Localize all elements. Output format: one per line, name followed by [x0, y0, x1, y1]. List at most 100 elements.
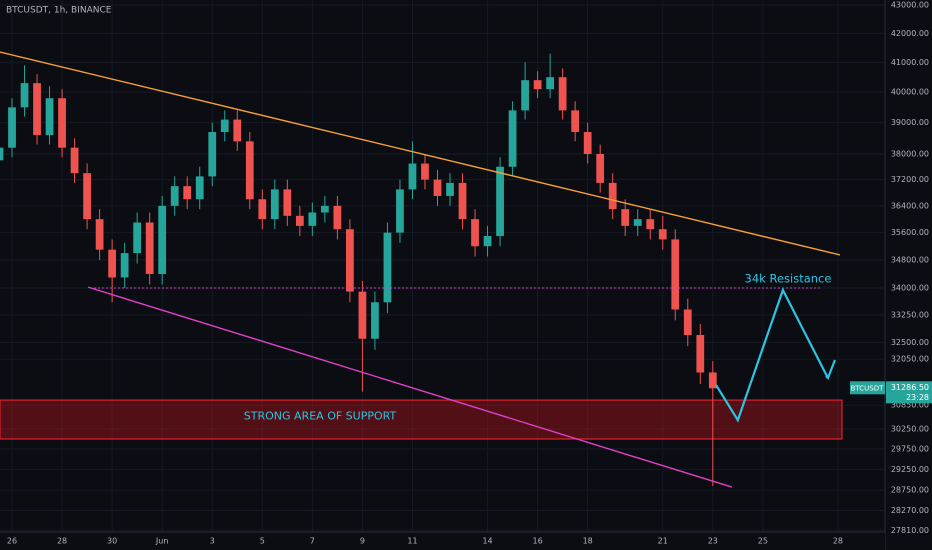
last-price-label: 31286.50: [891, 383, 929, 392]
candle-body: [333, 205, 342, 230]
candle-body: [295, 215, 304, 226]
candle-body: [158, 205, 167, 274]
candle-body: [683, 309, 692, 336]
y-tick-label: 36400.00: [891, 201, 929, 210]
chart-title: BTCUSDT, 1h, BINANCE: [6, 6, 112, 16]
candle-body: [471, 219, 479, 247]
candle-body: [671, 239, 680, 310]
x-tick-label: 5: [260, 537, 265, 546]
x-tick-label: 18: [583, 537, 593, 546]
candle-body: [320, 205, 329, 213]
candle-body: [496, 166, 504, 237]
time-axis: [0, 532, 885, 550]
x-tick-label: 3: [210, 537, 215, 546]
support-zone: [0, 399, 843, 440]
candle-body: [708, 372, 717, 389]
candle-body: [20, 83, 29, 108]
candle-body: [508, 110, 517, 167]
candle-body: [83, 173, 91, 220]
candle-body: [433, 179, 442, 196]
resistance-trendline: [0, 51, 841, 256]
candle-body: [621, 209, 630, 226]
y-tick-label: 29250.00: [891, 465, 929, 474]
x-tick-label: 28: [833, 537, 843, 546]
y-tick-label: 38000.00: [891, 149, 929, 158]
candle-body: [421, 163, 429, 180]
candle-body: [596, 153, 605, 183]
candle-body: [371, 302, 379, 339]
y-tick-label: 30250.00: [891, 424, 929, 433]
y-tick-label: 27810.00: [891, 526, 929, 535]
candle-body: [70, 147, 79, 174]
last-price-tag: [886, 381, 932, 404]
candle-body: [571, 110, 580, 132]
candle-body: [558, 77, 567, 111]
candle-body: [633, 219, 642, 226]
y-tick-label: 29750.00: [891, 444, 929, 453]
support-label: STRONG AREA OF SUPPORT: [244, 410, 397, 423]
projection-arrowhead: [825, 359, 836, 380]
support-trendline: [87, 286, 733, 488]
candle-body: [220, 119, 229, 132]
candle-body: [145, 222, 154, 274]
candle-body: [383, 232, 392, 303]
candle-body: [133, 222, 142, 254]
candle-body: [483, 236, 492, 247]
candle-body: [533, 80, 542, 90]
candle-body: [170, 186, 179, 206]
y-tick-label: 34000.00: [891, 284, 929, 293]
candle-body: [646, 219, 655, 230]
x-tick-label: 14: [482, 537, 492, 546]
candle-body: [658, 229, 667, 240]
y-tick-label: 41000.00: [891, 58, 929, 67]
candle-body: [108, 249, 117, 278]
candle-body: [0, 147, 4, 161]
x-tick-label: 7: [310, 537, 315, 546]
candle-body: [58, 98, 66, 148]
candle-body: [245, 141, 254, 200]
x-tick-label: 21: [658, 537, 668, 546]
candle-body: [446, 182, 454, 196]
price-axis: [885, 0, 932, 550]
candle-body: [458, 182, 467, 220]
x-tick-label: 23: [708, 537, 718, 546]
candle-body: [583, 131, 592, 154]
y-tick-label: 32500.00: [891, 338, 929, 347]
candle-body: [608, 182, 617, 210]
y-tick-label: 40000.00: [891, 88, 929, 97]
projection-path: [715, 287, 829, 423]
y-tick-label: 43000.00: [891, 1, 929, 10]
candle-body: [270, 189, 279, 220]
candle-body: [208, 131, 217, 177]
symbol-tag: [850, 381, 885, 395]
x-tick-label: 9: [360, 537, 365, 546]
y-tick-label: 28750.00: [891, 486, 929, 495]
x-tick-label: Jun: [155, 537, 169, 546]
y-tick-label: 35600.00: [891, 228, 929, 237]
candle-body: [8, 107, 16, 148]
y-tick-label: 34800.00: [891, 256, 929, 265]
candle-body: [195, 176, 204, 200]
x-tick-label: 28: [57, 537, 67, 546]
x-tick-label: 16: [533, 537, 543, 546]
candle-body: [396, 189, 404, 233]
candle-body: [183, 186, 192, 200]
countdown-label: 23:28: [906, 393, 929, 402]
resistance-label: 34k Resistance: [745, 272, 832, 286]
candle-body: [45, 98, 54, 136]
candle-body: [95, 219, 104, 250]
candle-body: [258, 199, 267, 220]
candle-body: [358, 291, 367, 339]
y-tick-label: 32050.00: [891, 355, 929, 364]
candle-body: [521, 80, 529, 111]
x-tick-label: 25: [758, 537, 768, 546]
candle-body: [120, 253, 129, 278]
candle-body: [546, 77, 555, 90]
y-tick-label: 30850.00: [891, 401, 929, 410]
candle-body: [408, 163, 417, 190]
y-tick-label: 39000.00: [891, 118, 929, 127]
candle-body: [33, 83, 41, 136]
candle-body: [308, 212, 317, 226]
